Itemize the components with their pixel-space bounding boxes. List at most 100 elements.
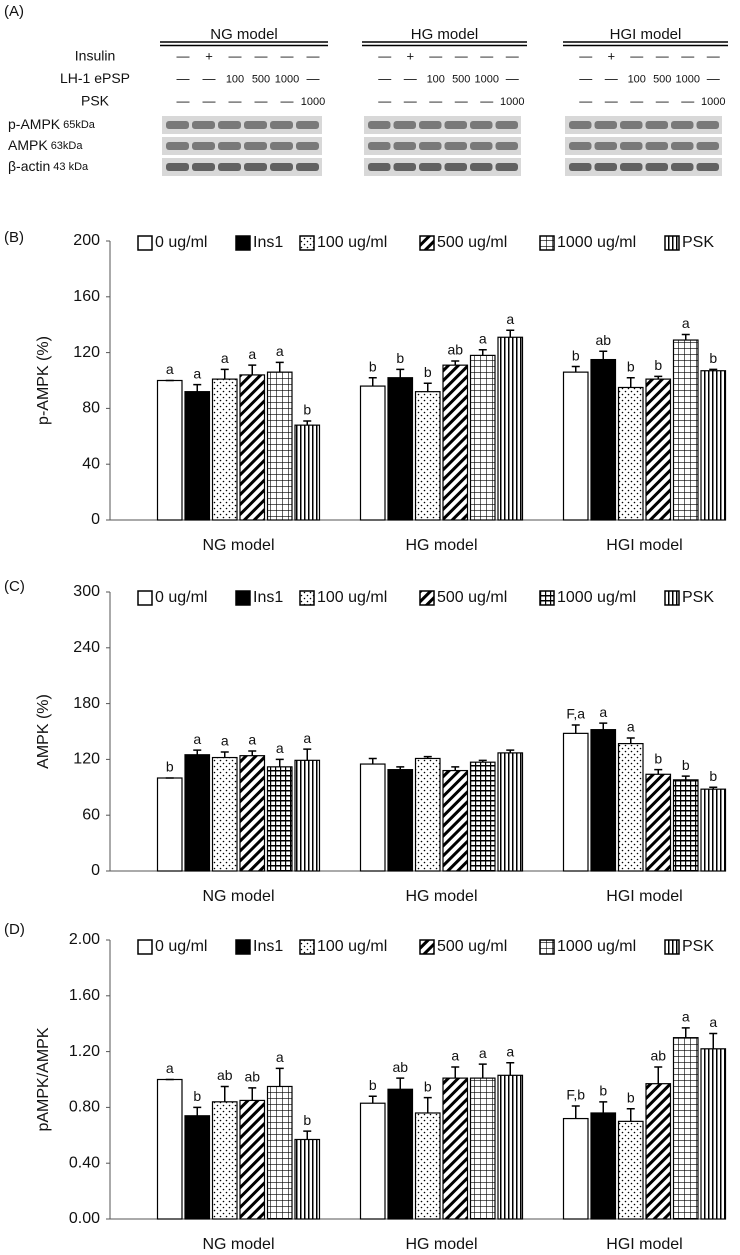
bar <box>387 769 414 872</box>
legend-label: 0 ug/ml <box>155 938 207 955</box>
bar <box>294 424 321 521</box>
condition-cell: — <box>378 48 391 63</box>
blot-band <box>296 163 319 171</box>
error-bar <box>599 350 608 360</box>
condition-cell: 100 <box>427 73 445 85</box>
bar <box>211 756 238 872</box>
y-tick-label: 300 <box>73 583 100 600</box>
significance-label: F,b <box>566 1087 585 1103</box>
blot-band <box>368 142 391 150</box>
condition-label: LH-1 ePSP <box>60 70 130 86</box>
bar <box>700 370 727 521</box>
error-bar <box>681 1027 690 1038</box>
legend-swatch <box>299 235 315 251</box>
error-bar <box>451 360 460 366</box>
bar <box>184 754 211 872</box>
significance-label: b <box>654 357 662 373</box>
condition-cell: — <box>480 93 493 108</box>
y-tick-label: 0 <box>91 511 100 528</box>
blot-band <box>620 163 643 171</box>
error-bar <box>626 1108 635 1122</box>
bar <box>590 1112 617 1220</box>
error-bar <box>571 724 580 734</box>
significance-label: a <box>166 361 174 377</box>
panel-label: (B) <box>4 229 24 246</box>
error-bar <box>423 755 432 759</box>
condition-cell: — <box>656 48 669 63</box>
y-tick-label: 120 <box>73 344 100 361</box>
blot-band <box>393 142 416 150</box>
significance-label: ab <box>217 1067 233 1083</box>
x-tick-label: HGI model <box>606 888 682 905</box>
significance-label: ab <box>447 342 463 358</box>
blot-band <box>419 163 442 171</box>
bar <box>497 336 524 521</box>
bar <box>387 1088 414 1220</box>
band-label: AMPK 63kDa <box>8 137 83 153</box>
condition-cell: 1000 <box>701 96 725 108</box>
condition-cell: — <box>455 48 468 63</box>
bar <box>239 755 266 872</box>
condition-cell: — <box>506 71 519 86</box>
blot-strip <box>565 158 722 176</box>
significance-label: a <box>682 315 690 331</box>
condition-cell: — <box>177 48 190 63</box>
bar <box>442 769 469 872</box>
legend-swatch <box>419 939 435 955</box>
group-header: NG model <box>210 26 278 43</box>
condition-cell: 1000 <box>500 96 524 108</box>
condition-cell: 100 <box>628 73 646 85</box>
blot-band <box>645 121 668 129</box>
blot-band <box>620 142 643 150</box>
y-tick-label: 200 <box>73 232 100 249</box>
error-bar <box>248 1087 257 1101</box>
error-bar <box>654 375 663 380</box>
condition-cell: — <box>281 93 294 108</box>
significance-label: b <box>396 350 404 366</box>
legend-label: Ins1 <box>253 589 283 606</box>
y-axis-label: AMPK (%) <box>35 694 52 769</box>
error-bar <box>275 758 284 767</box>
x-tick-label: HG model <box>405 537 477 554</box>
bar <box>156 1078 183 1220</box>
legend-label: 0 ug/ml <box>155 234 207 251</box>
significance-label: b <box>599 1083 607 1099</box>
legend-label: 100 ug/ml <box>317 234 387 251</box>
blot-band <box>368 121 391 129</box>
significance-label: a <box>451 1048 459 1064</box>
blot-band <box>192 163 215 171</box>
blot-band <box>569 121 592 129</box>
error-bar <box>193 1106 202 1116</box>
error-bar <box>709 1032 718 1049</box>
error-bar <box>303 420 312 426</box>
x-tick-label: HGI model <box>606 1236 682 1250</box>
blot-band <box>645 142 668 150</box>
error-bar <box>681 333 690 341</box>
error-bar <box>654 1066 663 1084</box>
bar <box>387 377 414 521</box>
error-bar <box>709 786 718 790</box>
error-bar <box>193 383 202 392</box>
legend-label: 500 ug/ml <box>437 938 507 955</box>
blot-band <box>671 121 694 129</box>
y-axis-label: p-AMPK (%) <box>35 336 52 425</box>
condition-cell: — <box>404 71 417 86</box>
significance-label: b <box>709 350 717 366</box>
blot-band <box>620 121 643 129</box>
error-bar <box>571 365 580 373</box>
blot-band <box>470 142 493 150</box>
blot-band <box>671 142 694 150</box>
condition-cell: — <box>229 93 242 108</box>
condition-cell: — <box>203 93 216 108</box>
bar <box>266 1085 293 1220</box>
bar <box>469 354 496 521</box>
x-tick-label: NG model <box>202 1236 274 1250</box>
y-tick-label: 1.20 <box>69 1043 100 1060</box>
bar <box>617 386 644 521</box>
bar <box>617 1120 644 1220</box>
y-tick-label: 1.60 <box>69 987 100 1004</box>
band-name: β-actin <box>8 158 50 174</box>
bar <box>239 374 266 521</box>
bar <box>294 759 321 872</box>
significance-label: b <box>424 1078 432 1094</box>
